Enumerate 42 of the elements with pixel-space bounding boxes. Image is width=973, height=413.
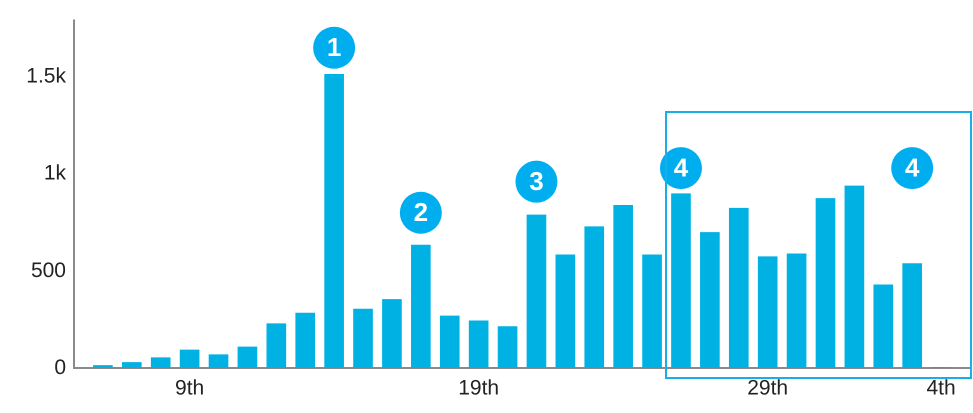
y-tick-label: 1k <box>44 162 66 185</box>
annotation: 2 <box>414 196 428 227</box>
bar <box>671 193 691 368</box>
bar <box>786 253 806 368</box>
bar <box>873 284 894 368</box>
bar <box>150 357 171 368</box>
x-tick-label: 19th <box>458 376 500 400</box>
bar <box>382 299 402 368</box>
bar <box>902 263 922 368</box>
bar <box>266 323 286 368</box>
bar <box>613 204 633 368</box>
bar <box>728 208 749 368</box>
x-tick-label: 9th <box>175 376 204 400</box>
annotation: 1 <box>326 32 342 62</box>
annotation: 4 <box>904 152 920 182</box>
bar <box>295 312 316 368</box>
annotation: 3 <box>529 166 544 196</box>
bar <box>440 316 460 368</box>
bar <box>122 362 142 368</box>
bar <box>642 254 662 368</box>
bar <box>816 198 836 368</box>
x-tick-label: 4th <box>926 376 956 400</box>
y-tick-label: 1.5k <box>26 64 66 88</box>
y-tick-label: 0 <box>54 356 66 379</box>
bar <box>353 308 373 368</box>
x-tick-label: 29th <box>747 376 788 400</box>
bar <box>844 186 864 368</box>
bar <box>324 74 344 368</box>
bar <box>468 320 488 368</box>
bar <box>180 350 200 368</box>
bar <box>556 254 576 368</box>
bar <box>526 214 546 368</box>
bar <box>93 365 113 368</box>
bar <box>208 354 228 368</box>
annotation: 4 <box>674 152 689 182</box>
bar <box>238 346 258 368</box>
bar <box>411 244 431 368</box>
bar <box>700 232 720 368</box>
y-tick-label: 500 <box>30 258 66 282</box>
bar <box>584 226 604 368</box>
bar <box>758 256 778 368</box>
bar <box>498 326 518 368</box>
